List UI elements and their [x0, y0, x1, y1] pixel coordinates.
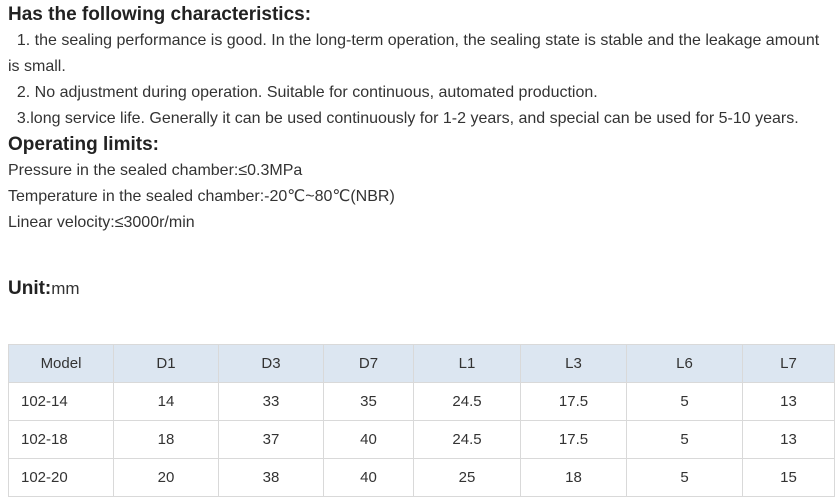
- table-cell: 40: [323, 458, 414, 497]
- table-cell: 24.5: [413, 382, 521, 421]
- product-description: Has the following characteristics: 1. th…: [8, 0, 834, 319]
- characteristic-item-3: 3.long service life. Generally it can be…: [8, 110, 799, 127]
- table-cell: 35: [323, 382, 414, 421]
- table-cell: 18: [520, 458, 627, 497]
- table-cell: 5: [626, 458, 743, 497]
- table-cell: 33: [218, 382, 324, 421]
- column-header-d1: D1: [113, 344, 219, 383]
- table-header-row: Model D1 D3 D7 L1 L3 L6 L7: [8, 344, 835, 383]
- table-cell: 17.5: [520, 382, 627, 421]
- table-row: 102-20 20 38 40 25 18 5 15: [8, 458, 835, 497]
- column-header-l1: L1: [413, 344, 521, 383]
- table-cell: 5: [626, 420, 743, 459]
- table-cell: 20: [113, 458, 219, 497]
- table-row: 102-14 14 33 35 24.5 17.5 5 13: [8, 382, 835, 421]
- column-header-l7: L7: [742, 344, 835, 383]
- pressure-limit: Pressure in the sealed chamber:≤0.3MPa: [8, 162, 303, 179]
- velocity-limit: Linear velocity:≤3000r/min: [8, 214, 195, 231]
- unit-label: Unit:: [8, 278, 52, 299]
- unit-value: mm: [51, 279, 80, 298]
- table-cell: 5: [626, 382, 743, 421]
- characteristic-item-2: 2. No adjustment during operation. Suita…: [8, 84, 598, 101]
- model-cell: 102-18: [8, 420, 114, 459]
- operating-limits-heading: Operating limits:: [8, 134, 159, 155]
- table-cell: 37: [218, 420, 324, 459]
- table-cell: 25: [413, 458, 521, 497]
- characteristics-heading: Has the following characteristics:: [8, 4, 312, 25]
- table-cell: 17.5: [520, 420, 627, 459]
- temperature-limit: Temperature in the sealed chamber:-20℃~8…: [8, 188, 395, 205]
- table-cell: 13: [742, 382, 835, 421]
- table-cell: 14: [113, 382, 219, 421]
- characteristic-item-1: 1. the sealing performance is good. In t…: [8, 32, 824, 75]
- table-row: 102-18 18 37 40 24.5 17.5 5 13: [8, 420, 835, 459]
- table-cell: 40: [323, 420, 414, 459]
- model-cell: 102-20: [8, 458, 114, 497]
- unit-line: Unit:mm: [8, 276, 834, 303]
- column-header-l3: L3: [520, 344, 627, 383]
- column-header-model: Model: [8, 344, 114, 383]
- column-header-d3: D3: [218, 344, 324, 383]
- column-header-l6: L6: [626, 344, 743, 383]
- model-cell: 102-14: [8, 382, 114, 421]
- table-cell: 13: [742, 420, 835, 459]
- column-header-d7: D7: [323, 344, 414, 383]
- table-cell: 38: [218, 458, 324, 497]
- table-cell: 15: [742, 458, 835, 497]
- table-cell: 24.5: [413, 420, 521, 459]
- dimensions-table: Model D1 D3 D7 L1 L3 L6 L7 102-14 14 33 35 24.5 17.5…: [8, 344, 835, 497]
- table-cell: 18: [113, 420, 219, 459]
